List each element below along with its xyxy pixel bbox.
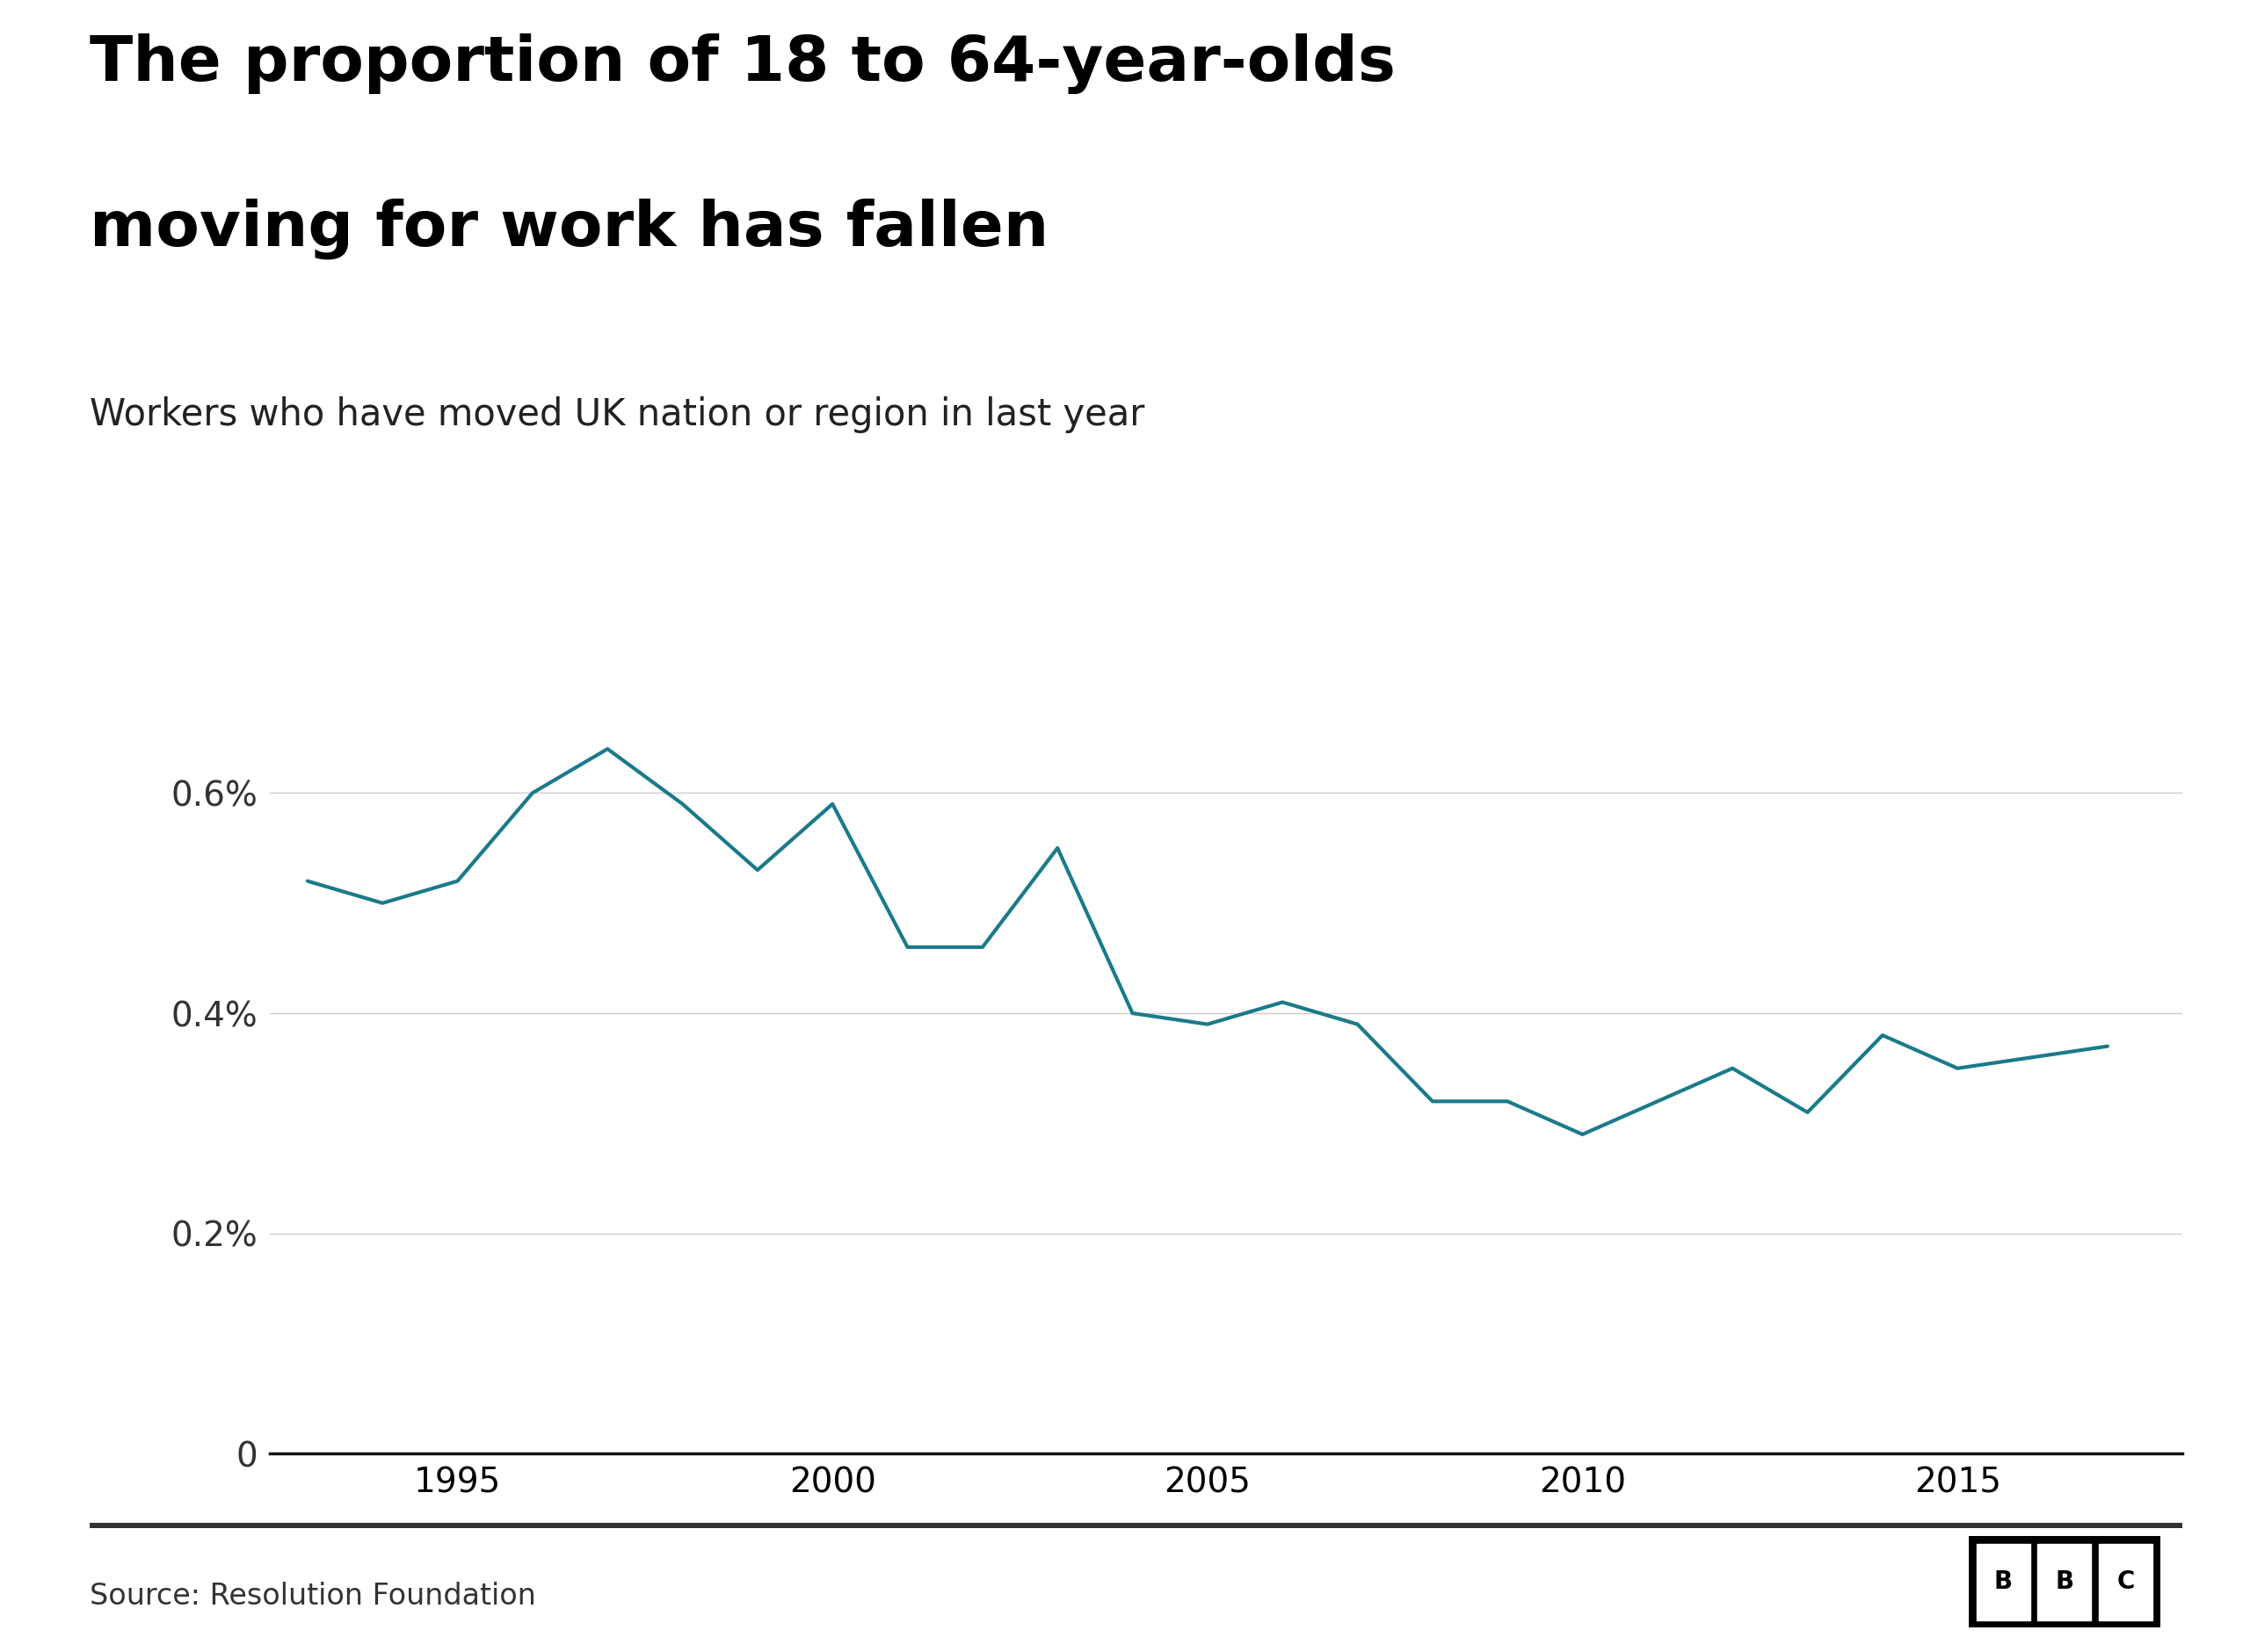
Text: moving for work has fallen: moving for work has fallen [90,198,1049,259]
Text: B: B [2054,1569,2074,1594]
Text: The proportion of 18 to 64-year-olds: The proportion of 18 to 64-year-olds [90,33,1395,94]
Bar [2099,1543,2153,1621]
Text: Source: Resolution Foundation: Source: Resolution Foundation [90,1581,536,1611]
Text: C: C [2117,1569,2135,1594]
Text: Workers who have moved UK nation or region in last year: Workers who have moved UK nation or regi… [90,396,1145,433]
Text: B: B [1993,1569,2012,1594]
Bar [2038,1543,2090,1621]
Bar [1975,1543,2030,1621]
